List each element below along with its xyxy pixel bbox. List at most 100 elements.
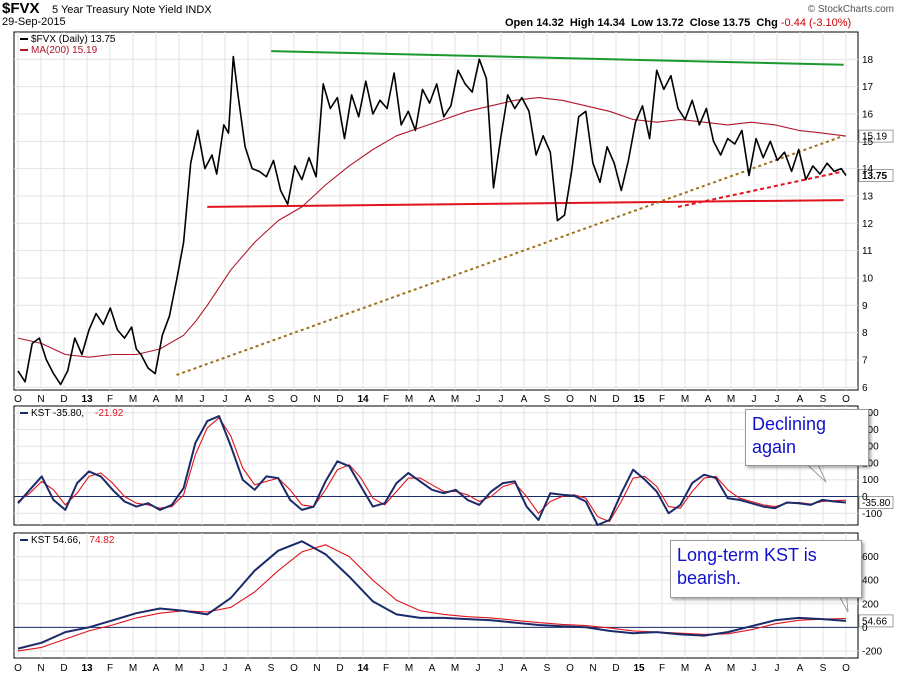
x-tick-label: J: [223, 663, 228, 674]
panel-1: [13, 31, 894, 391]
x-tick-label: A: [245, 394, 252, 405]
y-tick-label: 15: [862, 137, 874, 148]
x-tick-label: D: [336, 663, 343, 674]
x-tick-label: D: [60, 663, 67, 674]
y-tick-label: 6: [862, 383, 868, 394]
ohlc-readout: Open 14.32 High 14.34 Low 13.72 Close 13…: [505, 17, 851, 29]
last-value-label: 54.66: [862, 616, 887, 627]
y-tick-label: 11: [862, 246, 873, 257]
x-tick-label: M: [129, 663, 137, 674]
x-tick-label: M: [175, 663, 183, 674]
last-value-label: 13.75: [862, 171, 887, 182]
open-label: Open: [505, 17, 534, 29]
y-tick-label: 12: [862, 219, 874, 230]
low-value: 13.72: [656, 17, 684, 29]
trend-line: [207, 199, 844, 208]
y-tick-label: 100: [862, 475, 879, 486]
y-tick-label: 18: [862, 55, 874, 66]
x-tick-label: J: [752, 663, 757, 674]
low-label: Low: [631, 17, 654, 29]
x-tick-label: J: [752, 394, 757, 405]
chg-label: Chg: [756, 17, 778, 29]
last-value-box: [858, 169, 894, 182]
x-tick-label: A: [521, 663, 528, 674]
x-tick-label: O: [290, 663, 298, 674]
x-tick-label: A: [429, 394, 436, 405]
x-tick-label: S: [268, 394, 275, 405]
x-tick-label: O: [290, 394, 298, 405]
x-tick-label: A: [705, 663, 712, 674]
y-tick-label: 200: [862, 599, 879, 610]
legend-label: KST 54.66,: [31, 535, 81, 546]
x-tick-label: S: [544, 663, 551, 674]
x-tick-label: M: [727, 394, 735, 405]
x-tick-label: D: [60, 394, 67, 405]
x-tick-label: D: [612, 663, 619, 674]
panel-frame: [13, 405, 859, 526]
symbol-description: 5 Year Treasury Note Yield INDX: [52, 4, 212, 16]
chart-date: 29-Sep-2015: [2, 16, 66, 28]
high-label: High: [569, 17, 595, 29]
y-tick-label: 400: [862, 425, 879, 436]
x-tick-label: M: [681, 394, 689, 405]
exchange-text: INDX: [185, 4, 212, 16]
x-tick-label: D: [336, 394, 343, 405]
y-tick-label: 0: [862, 492, 868, 503]
x-tick-label: 14: [357, 394, 369, 405]
x-tick-label: O: [14, 663, 22, 674]
x-tick-label: 13: [81, 663, 93, 674]
x-tick-label: A: [429, 663, 436, 674]
symbol-label: $FVX: [2, 0, 40, 17]
brand-logo: © StockCharts.com: [807, 4, 894, 15]
x-tick-label: J: [200, 663, 205, 674]
trend-line: [677, 170, 844, 208]
x-tick-label: J: [499, 394, 504, 405]
y-tick-label: 300: [862, 442, 879, 453]
x-tick-label: M: [451, 394, 459, 405]
x-tick-label: O: [566, 394, 574, 405]
x-tick-label: O: [842, 663, 850, 674]
chg-value: -0.44 (-3.10%): [780, 17, 852, 29]
x-tick-label: M: [727, 663, 735, 674]
x-tick-label: M: [681, 663, 689, 674]
x-tick-label: S: [820, 663, 827, 674]
last-value-box: [858, 496, 894, 509]
last-value-box: [858, 614, 894, 628]
trend-line: [176, 134, 844, 376]
y-tick-label: 400: [862, 576, 879, 587]
x-tick-label: F: [659, 394, 665, 405]
last-value-label: 15.19: [862, 132, 887, 143]
x-tick-label: O: [14, 394, 22, 405]
x-tick-label: F: [383, 663, 389, 674]
y-tick-label: 600: [862, 552, 879, 563]
last-value-box: [858, 129, 894, 143]
x-tick-label: N: [313, 394, 320, 405]
x-tick-label: O: [842, 394, 850, 405]
x-tick-label: J: [775, 663, 780, 674]
y-tick-label: 8: [862, 328, 868, 339]
last-value-label: -35.80: [862, 498, 891, 509]
x-tick-label: F: [107, 663, 113, 674]
trend-line: [271, 50, 844, 66]
legend-label: 74.82: [89, 535, 114, 546]
x-tick-label: J: [775, 394, 780, 405]
series-line: [17, 415, 847, 526]
close-value: 13.75: [722, 17, 751, 29]
close-label: Close: [689, 17, 720, 29]
x-tick-label: N: [37, 663, 44, 674]
x-tick-label: J: [499, 663, 504, 674]
y-tick-label: 9: [862, 301, 868, 312]
description-text: 5 Year Treasury Note Yield: [52, 4, 183, 16]
y-tick-label: 16: [862, 109, 874, 120]
x-tick-label: N: [37, 394, 44, 405]
x-tick-label: O: [566, 663, 574, 674]
x-tick-label: J: [476, 663, 481, 674]
y-tick-label: 200: [862, 458, 879, 469]
legend-label: $FVX (Daily) 13.75: [31, 34, 116, 45]
x-tick-label: N: [589, 663, 596, 674]
x-tick-label: S: [544, 394, 551, 405]
x-tick-label: N: [589, 394, 596, 405]
x-tick-label: A: [521, 394, 528, 405]
x-tick-label: M: [175, 394, 183, 405]
